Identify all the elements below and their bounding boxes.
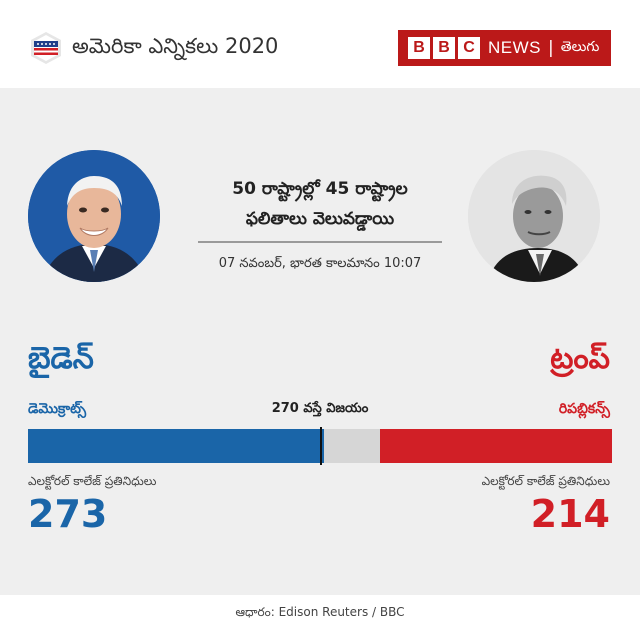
us-flag-shield-icon	[31, 32, 61, 64]
win-threshold-marker	[320, 427, 323, 465]
page-title: అమెరికా ఎన్నికలు 2020	[72, 34, 279, 58]
biden-vote-bar	[28, 429, 325, 463]
trump-portrait	[468, 150, 600, 282]
electoral-vote-bar	[28, 427, 612, 465]
trump-electoral-votes: 214	[530, 492, 610, 536]
trump-portrait-illustration	[468, 150, 600, 282]
bbc-block: C	[458, 37, 480, 59]
results-headline: 50 రాష్ట్రాల్లో 45 రాష్ట్రాల ఫలితాలు వెల…	[196, 174, 444, 234]
biden-ev-label: ఎలక్టోరల్ కాలేజ్ ప్రతినిధులు	[28, 474, 157, 488]
biden-name: బైడెన్	[28, 341, 94, 376]
win-threshold-label: 270 వస్తే విజయం	[271, 401, 369, 416]
brand-separator: |	[548, 38, 554, 58]
bbc-news-label: NEWS	[488, 38, 541, 57]
bbc-block: B	[433, 37, 455, 59]
update-timestamp: 07 నవంబర్, భారత కాలమానం 10:07	[218, 256, 422, 271]
bbc-block: B	[408, 37, 430, 59]
biden-portrait-illustration	[28, 150, 160, 282]
biden-portrait	[28, 150, 160, 282]
headline-divider	[198, 241, 442, 243]
headline-line-2: ఫలితాలు వెలువడ్డాయి	[245, 209, 395, 229]
trump-ev-label: ఎలక్టోరల్ కాలేజ్ ప్రతినిధులు	[481, 474, 610, 488]
trump-party: రిపబ్లికన్స్	[558, 401, 610, 417]
bbc-blocks: B B C	[408, 37, 480, 59]
trump-vote-bar	[379, 429, 612, 463]
bbc-news-telugu-logo[interactable]: B B C NEWS | తెలుగు	[398, 30, 611, 66]
biden-party: డెమొక్రాట్స్	[28, 401, 87, 417]
headline-line-1: 50 రాష్ట్రాల్లో 45 రాష్ట్రాల	[232, 179, 408, 199]
trump-name: ట్రంప్	[550, 341, 610, 376]
biden-electoral-votes: 273	[28, 492, 108, 536]
header: అమెరికా ఎన్నికలు 2020 B B C NEWS | తెలుగ…	[0, 0, 640, 88]
brand-language: తెలుగు	[560, 38, 600, 55]
source-credit: ఆధారం: Edison Reuters / BBC	[235, 605, 405, 619]
